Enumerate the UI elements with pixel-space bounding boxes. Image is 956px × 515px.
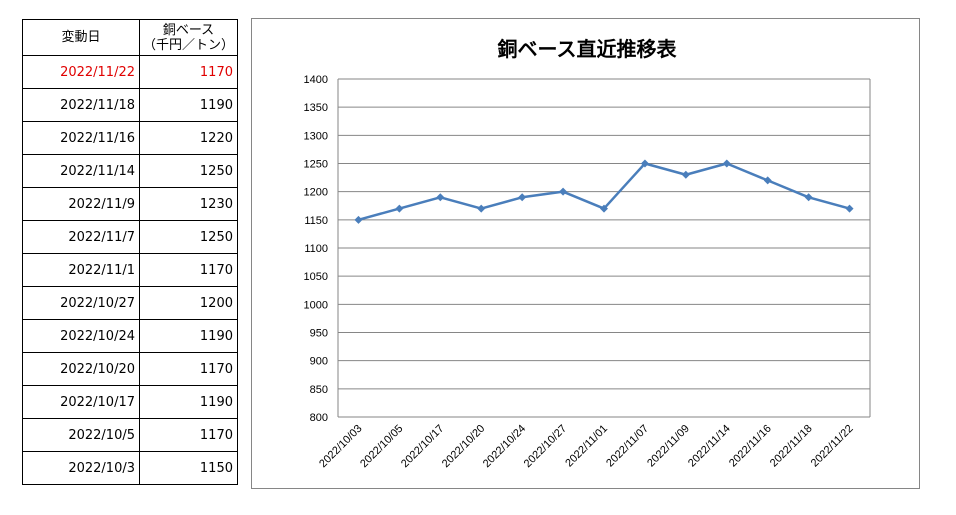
series xyxy=(354,159,854,224)
x-tick-label: 2022/10/03 xyxy=(317,423,364,470)
y-tick-label: 1400 xyxy=(304,74,328,86)
value-cell: 1190 xyxy=(139,385,238,419)
data-point xyxy=(681,170,690,179)
y-tick-label: 1350 xyxy=(304,102,328,114)
value-cell: 1220 xyxy=(139,121,238,155)
y-tick-label: 1000 xyxy=(304,299,328,311)
x-tick-label: 2022/11/09 xyxy=(645,423,692,470)
table-row: 2022/10/24 1190 xyxy=(22,319,238,353)
date-cell: 2022/10/17 xyxy=(22,385,140,419)
header-value-line2: （千円／トン） xyxy=(142,37,234,53)
x-axis-ticks: 2022/10/032022/10/052022/10/172022/10/20… xyxy=(317,423,855,470)
date-cell: 2022/10/20 xyxy=(22,352,140,386)
chart-title: 銅ベース直近推移表 xyxy=(498,37,678,61)
x-tick-label: 2022/11/14 xyxy=(686,423,733,470)
table-body: 2022/11/22 1170 2022/11/18 1190 2022/11/16 12… xyxy=(22,55,238,485)
data-point xyxy=(804,193,813,202)
data-point xyxy=(600,204,608,213)
date-cell: 2022/11/18 xyxy=(22,88,140,122)
grid-lines xyxy=(337,78,871,418)
value-cell: 1170 xyxy=(139,253,238,287)
data-point xyxy=(395,204,404,213)
date-cell: 2022/11/14 xyxy=(22,154,140,188)
header-value: 銅ベース （千円／トン） xyxy=(139,19,238,56)
x-tick-label: 2022/11/16 xyxy=(727,423,774,470)
x-tick-label: 2022/11/07 xyxy=(604,423,651,470)
price-table: 変動日 銅ベース （千円／トン） 2022/11/22 1170 2022/11/1… xyxy=(22,19,238,485)
table-row: 2022/11/1 1170 xyxy=(22,253,238,287)
y-tick-label: 950 xyxy=(310,328,328,340)
value-cell: 1200 xyxy=(139,286,238,320)
y-tick-label: 850 xyxy=(310,384,328,396)
table-row: 2022/11/9 1230 xyxy=(22,187,238,221)
date-cell: 2022/10/27 xyxy=(22,286,140,320)
x-tick-label: 2022/11/01 xyxy=(563,423,610,470)
value-cell: 1250 xyxy=(139,220,238,254)
table-row: 2022/10/27 1200 xyxy=(22,286,238,320)
data-point xyxy=(518,193,527,202)
date-cell: 2022/11/7 xyxy=(22,220,140,254)
data-point xyxy=(722,159,731,168)
y-tick-label: 1050 xyxy=(304,271,328,283)
table-row: 2022/11/22 1170 xyxy=(22,55,238,89)
table-row: 2022/11/14 1250 xyxy=(22,154,238,188)
date-cell: 2022/10/3 xyxy=(22,451,140,485)
date-cell: 2022/10/5 xyxy=(22,418,140,452)
table-row: 2022/11/7 1250 xyxy=(22,220,238,254)
table-row: 2022/10/3 1150 xyxy=(22,451,238,485)
y-axis-ticks: 800 850 900 950 1000 1050 1100 1150 1200 1250 1300… xyxy=(304,74,328,424)
data-point xyxy=(640,159,649,168)
date-cell: 2022/11/1 xyxy=(22,253,140,287)
chart-area: 銅ベース直近推移表 800 850 900 950 1000 1050 1100 1150 12… xyxy=(251,18,920,489)
data-point xyxy=(354,215,363,224)
table-row: 2022/11/18 1190 xyxy=(22,88,238,122)
table-row: 2022/10/20 1170 xyxy=(22,352,238,386)
x-tick-label: 2022/10/05 xyxy=(358,423,405,470)
value-cell: 1170 xyxy=(139,352,238,386)
y-tick-label: 800 xyxy=(310,412,328,424)
data-point xyxy=(477,204,486,213)
line-chart: 銅ベース直近推移表 800 850 900 950 1000 1050 1100 1150 12… xyxy=(304,37,871,470)
y-tick-label: 1100 xyxy=(304,243,328,255)
value-cell: 1150 xyxy=(139,451,238,485)
value-cell: 1170 xyxy=(139,55,238,89)
date-cell: 2022/11/9 xyxy=(22,187,140,221)
date-cell: 2022/11/22 xyxy=(22,55,140,89)
table-row: 2022/10/17 1190 xyxy=(22,385,238,419)
x-tick-label: 2022/10/27 xyxy=(522,423,569,470)
value-cell: 1190 xyxy=(139,319,238,353)
data-point xyxy=(845,204,854,213)
header-value-line1: 銅ベース xyxy=(162,22,215,38)
date-cell: 2022/10/24 xyxy=(22,319,140,353)
value-cell: 1230 xyxy=(139,187,238,221)
y-tick-label: 1200 xyxy=(304,187,328,199)
value-cell: 1250 xyxy=(139,154,238,188)
value-cell: 1170 xyxy=(139,418,238,452)
date-cell: 2022/11/16 xyxy=(22,121,140,155)
y-tick-label: 1300 xyxy=(304,130,328,142)
value-cell: 1190 xyxy=(139,88,238,122)
table-row: 2022/10/5 1170 xyxy=(22,418,238,452)
x-tick-label: 2022/10/20 xyxy=(440,423,487,470)
x-tick-label: 2022/11/18 xyxy=(768,423,815,470)
header-date: 変動日 xyxy=(22,19,140,56)
x-tick-label: 2022/11/22 xyxy=(809,423,856,470)
y-tick-label: 900 xyxy=(310,356,328,368)
table-header-row: 変動日 銅ベース （千円／トン） xyxy=(22,19,238,56)
data-point xyxy=(763,176,772,185)
x-tick-label: 2022/10/17 xyxy=(399,423,446,470)
table-row: 2022/11/16 1220 xyxy=(22,121,238,155)
data-point xyxy=(436,193,445,202)
y-tick-label: 1250 xyxy=(304,159,328,171)
x-tick-label: 2022/10/24 xyxy=(481,423,528,470)
y-tick-label: 1150 xyxy=(304,215,328,227)
data-point xyxy=(559,187,568,196)
